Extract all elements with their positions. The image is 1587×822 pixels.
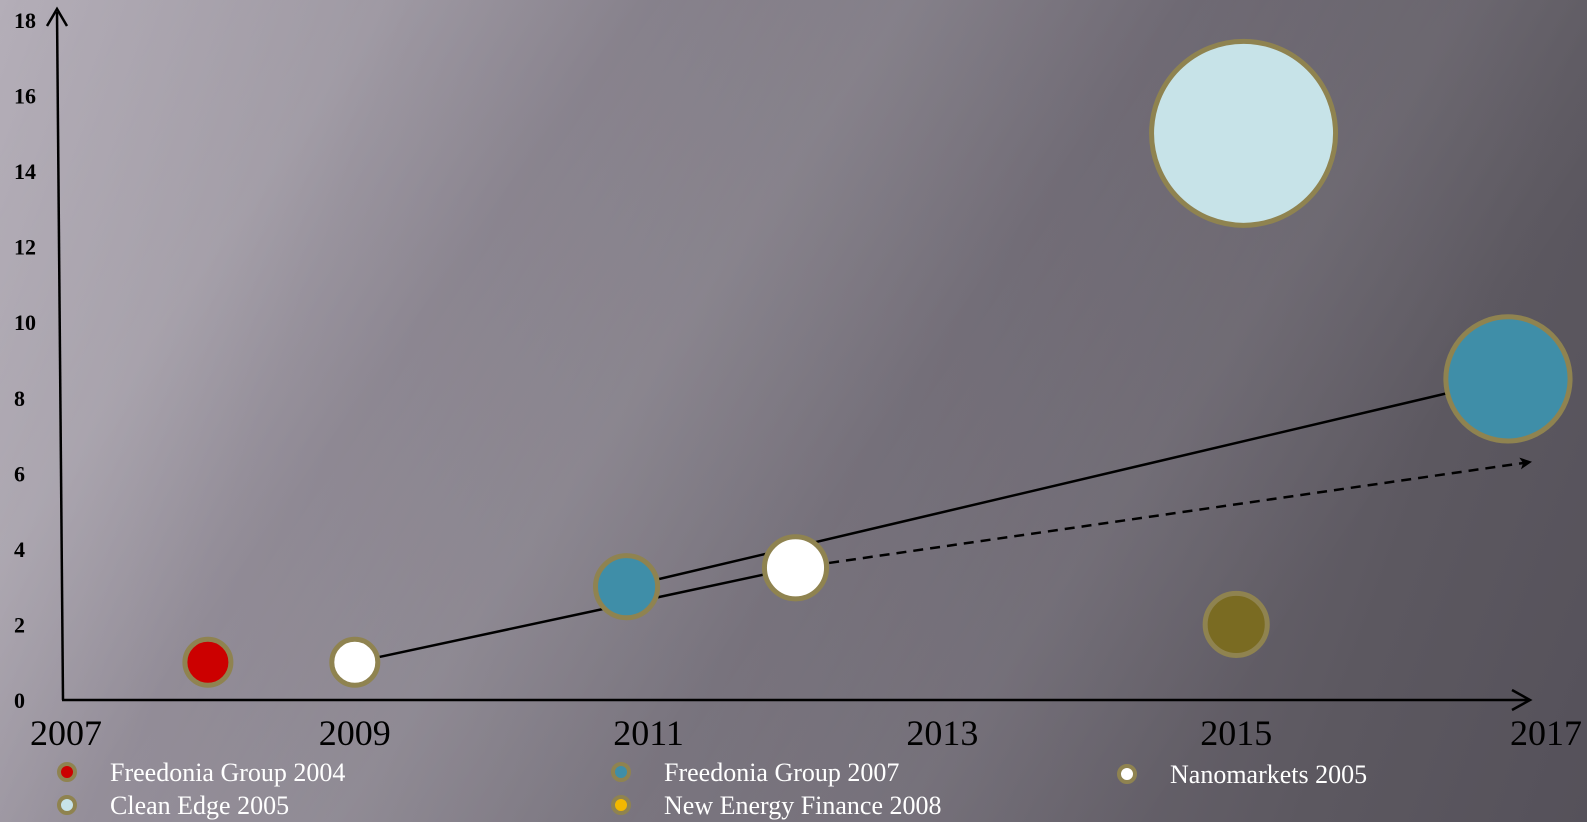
- bubble-new-energy-finance-2008-1: [1202, 590, 1270, 658]
- legend-item: Nanomarkets 2005: [1117, 760, 1367, 789]
- y-tick-label: 0: [14, 688, 25, 713]
- legend-marker: [1117, 764, 1137, 784]
- axes: [45, 6, 1533, 712]
- bubble-clean-edge-2005-1: [1149, 38, 1339, 228]
- legend-label: Nanomarkets 2005: [1170, 760, 1367, 789]
- x-tick-label: 2017: [1510, 713, 1582, 753]
- y-tick-label: 2: [14, 612, 25, 637]
- legend-label: Freedonia Group 2004: [110, 758, 345, 787]
- y-tick-labels: 0 2 4 6 8 10 12 14 16 18: [14, 8, 36, 713]
- y-axis-arrow: [45, 6, 69, 27]
- legend-item: New Energy Finance 2008: [611, 791, 942, 820]
- legend-label: New Energy Finance 2008: [664, 791, 942, 820]
- y-axis: [55, 11, 65, 701]
- bubble-freedonia-group-2007-1: [593, 553, 661, 621]
- x-tick-label: 2007: [30, 713, 102, 753]
- trend-line-1: [354, 566, 796, 664]
- y-tick-label: 10: [14, 310, 36, 335]
- bubbles: [182, 38, 1573, 688]
- y-tick-label: 16: [14, 84, 36, 109]
- legend-marker: [57, 762, 77, 782]
- x-tick-label: 2015: [1200, 713, 1272, 753]
- y-tick-label: 14: [14, 159, 36, 184]
- bubble-nanomarkets-2005-2: [761, 534, 830, 602]
- trend-lines: [354, 350, 1532, 664]
- x-tick-labels: 2007 2009 2011 2013 2015 2017: [30, 713, 1582, 753]
- x-tick-label: 2009: [319, 713, 391, 753]
- bubble-freedonia-group-2004-1: [182, 636, 234, 688]
- legend-marker: [611, 795, 631, 815]
- y-tick-label: 6: [14, 461, 25, 486]
- x-tick-label: 2013: [906, 713, 978, 753]
- trend-line-2: [795, 457, 1532, 570]
- legend-item: Freedonia Group 2007: [611, 758, 899, 787]
- legend-label: Clean Edge 2005: [110, 791, 289, 820]
- x-tick-label: 2011: [613, 713, 684, 753]
- y-tick-label: 12: [14, 235, 36, 260]
- bubble-nanomarkets-2005-1: [329, 636, 381, 688]
- trend-line-3: [626, 377, 1509, 588]
- y-tick-label: 4: [14, 537, 25, 562]
- legend-marker: [611, 762, 631, 782]
- x-axis-arrow: [1511, 688, 1533, 712]
- legend: Freedonia Group 2004 Freedonia Group 2007…: [57, 758, 1367, 820]
- y-tick-label: 18: [14, 8, 36, 33]
- legend-item: Clean Edge 2005: [57, 791, 289, 820]
- legend-label: Freedonia Group 2007: [664, 758, 899, 787]
- legend-item: Freedonia Group 2004: [57, 758, 345, 787]
- bubble-freedonia-group-2007-2: [1443, 314, 1573, 444]
- legend-marker: [57, 795, 77, 815]
- y-tick-label: 8: [14, 386, 25, 411]
